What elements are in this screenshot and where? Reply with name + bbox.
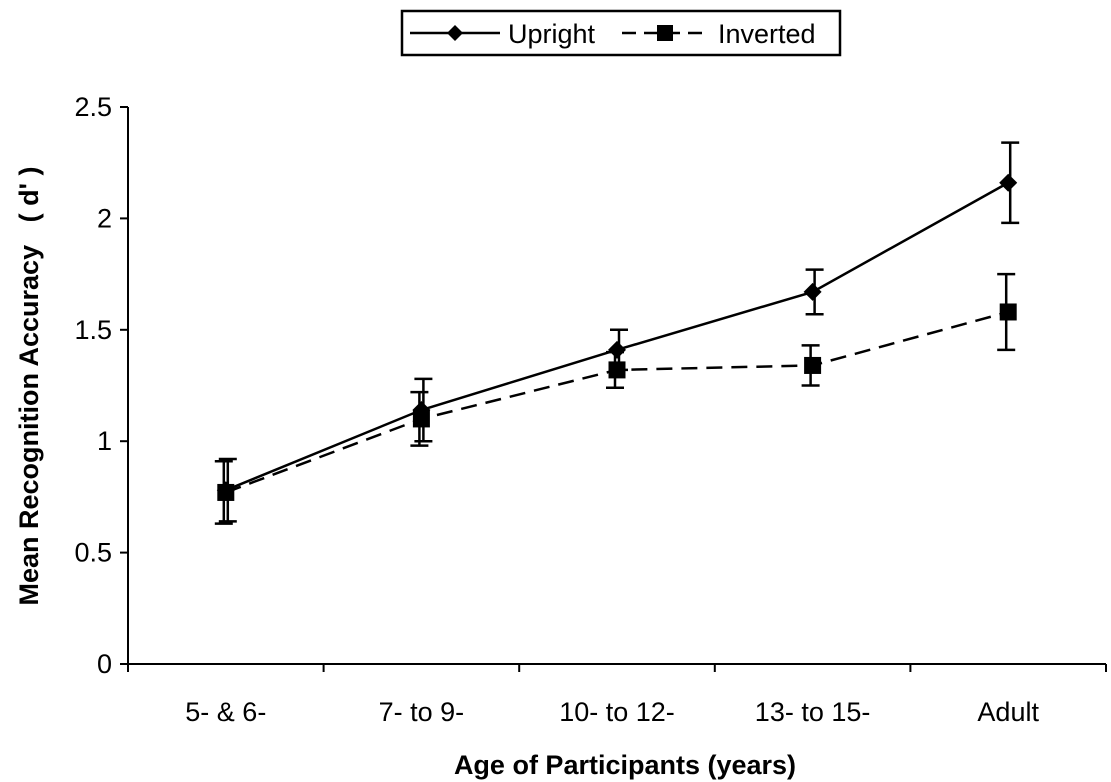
data-point [608, 340, 626, 359]
series-line [225, 181, 1009, 492]
x-tick-label: 13- to 15- [755, 697, 871, 727]
data-point [216, 481, 235, 500]
x-tick-label: Adult [977, 697, 1039, 727]
y-tick-label: 0.5 [74, 538, 112, 568]
x-ticks: 5- & 6- 7- to 9- 10- to 12- 13- to 15- Adult [127, 664, 1107, 727]
x-axis-title: Age of Participants (years) [454, 750, 796, 780]
legend-label-inverted: Inverted [718, 19, 816, 49]
y-tick-label: 1.5 [74, 315, 112, 345]
series-upright [216, 141, 1020, 523]
data-point [999, 303, 1017, 321]
series-inverted [214, 272, 1017, 525]
y-axis-title: Mean Recognition Accuracy ( d' ) [14, 167, 44, 606]
series-line [225, 310, 1009, 494]
x-tick-label: 10- to 12- [559, 697, 675, 727]
legend-marker-inverted [657, 25, 673, 41]
data-point [999, 173, 1018, 192]
y-tick-label: 2.5 [74, 92, 112, 122]
y-tick-label: 0 [97, 649, 112, 679]
legend-item-inverted: Inverted [622, 19, 816, 49]
x-tick-label: 7- to 9- [379, 697, 465, 727]
data-point [804, 356, 822, 374]
y-tick-label: 1 [97, 426, 112, 456]
legend-marker-upright [447, 25, 463, 41]
y-tick-label: 2 [97, 203, 112, 233]
x-tick-label: 5- & 6- [185, 697, 266, 727]
data-point [412, 401, 431, 420]
plot-area [214, 141, 1020, 525]
legend-label-upright: Upright [508, 19, 596, 49]
legend-item-upright: Upright [410, 19, 596, 49]
legend: Upright Inverted [400, 9, 842, 57]
axes: 0 0.5 1 1.5 2 2.5 5- & 6- 7- to 9- 10- to 12- 13… [74, 92, 1107, 727]
y-ticks: 0 0.5 1 1.5 2 2.5 [74, 92, 128, 679]
data-point [803, 282, 822, 301]
